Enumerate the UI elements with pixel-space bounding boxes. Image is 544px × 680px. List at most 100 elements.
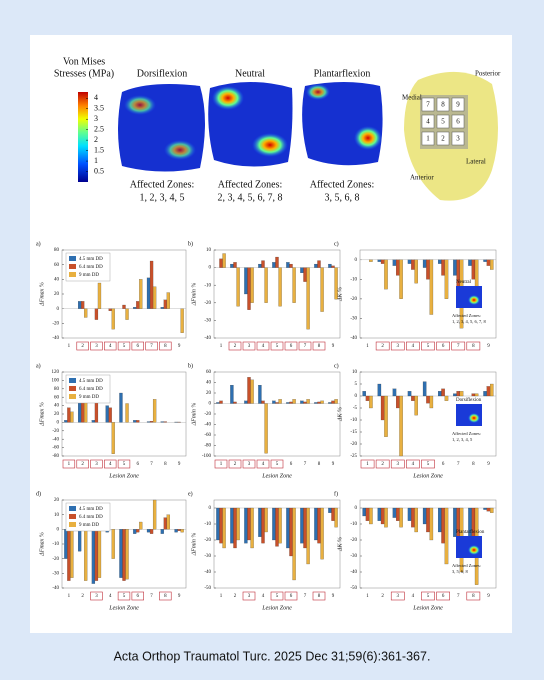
- bar: [422, 507, 427, 525]
- colorbar-tick-label: 0.5: [94, 166, 104, 175]
- view-title: Plantarflexion: [314, 68, 371, 79]
- zone-number: 6: [456, 118, 460, 126]
- x-tick-label: 6: [442, 344, 445, 349]
- zone-highlight: [360, 459, 375, 469]
- bar: [306, 399, 310, 404]
- bar: [216, 402, 220, 404]
- x-tick-label: 1: [220, 344, 223, 349]
- zone-number: 1: [426, 135, 430, 143]
- bar: [490, 259, 494, 270]
- y-tick-label: 20: [54, 292, 60, 297]
- bar: [438, 507, 442, 533]
- bar: [328, 402, 332, 404]
- y-axis-label: ΔFmax %: [39, 532, 45, 557]
- y-tick-label: -10: [52, 542, 59, 547]
- bar: [317, 401, 321, 404]
- x-tick-label: 8: [164, 594, 167, 599]
- zone-highlight: [145, 341, 158, 351]
- x-tick-label: 2: [381, 594, 384, 599]
- bar: [453, 393, 457, 397]
- zone-highlight: [436, 341, 450, 351]
- inset-title: Dorsiflexion: [456, 398, 482, 403]
- x-tick-label: 5: [427, 462, 430, 467]
- zone-highlight: [284, 341, 298, 351]
- zone-highlight: [242, 591, 256, 601]
- x-tick-label: 8: [472, 594, 475, 599]
- zone-number: 4: [426, 118, 430, 126]
- x-tick-label: 9: [487, 594, 490, 599]
- bar: [247, 377, 251, 404]
- bar: [486, 259, 491, 266]
- x-tick-label: 6: [442, 462, 445, 467]
- x-tick-label: 8: [472, 462, 475, 467]
- bar: [392, 507, 397, 518]
- bar: [275, 256, 279, 268]
- x-tick-label: 7: [304, 462, 307, 467]
- bar: [111, 308, 115, 330]
- x-axis-label: Lesion Zone: [108, 473, 139, 479]
- zone-number: 8: [441, 101, 445, 109]
- zone-highlight: [228, 341, 242, 351]
- zone-highlight: [451, 341, 466, 351]
- zone-cell: [436, 114, 450, 129]
- x-tick-label: 7: [150, 344, 153, 349]
- colorbar-tick-label: 2: [94, 135, 98, 144]
- x-tick-label: 2: [381, 462, 384, 467]
- bar: [81, 301, 85, 309]
- zone-highlight: [312, 591, 326, 601]
- zone-highlight: [76, 459, 89, 469]
- bar: [64, 420, 68, 423]
- foot-label: Medial: [402, 94, 422, 102]
- bar: [490, 507, 494, 513]
- bar: [146, 421, 151, 423]
- legend-label: 6.4 mm DD: [79, 265, 103, 270]
- bar: [422, 259, 427, 268]
- zone-cell: [436, 131, 450, 146]
- bar: [411, 395, 415, 401]
- y-tick-label: -40: [204, 570, 211, 575]
- zone-highlight: [390, 341, 405, 351]
- bar: [399, 507, 403, 528]
- bar: [91, 420, 96, 423]
- bar: [369, 507, 373, 525]
- panel-label: b): [188, 362, 193, 369]
- bar: [166, 514, 170, 530]
- bar: [414, 395, 418, 416]
- zone-number: 3: [456, 135, 460, 143]
- zone-highlight: [270, 459, 284, 469]
- bar: [411, 507, 415, 528]
- x-tick-label: 8: [318, 462, 321, 467]
- y-tick-label: 10: [206, 248, 212, 253]
- panel-label: a): [36, 240, 41, 247]
- bar: [426, 395, 430, 404]
- bar: [152, 286, 157, 309]
- bar: [441, 388, 445, 397]
- y-tick-label: -60: [52, 446, 59, 451]
- zone-highlight: [90, 591, 103, 601]
- foot-label: Anterior: [410, 174, 434, 182]
- bar: [459, 391, 464, 397]
- y-tick-label: -60: [204, 433, 211, 438]
- zones-list: 2, 3, 4, 5, 6, 7, 8: [218, 192, 283, 203]
- bar: [365, 507, 370, 521]
- y-tick-label: 20: [54, 412, 60, 417]
- bar: [314, 507, 318, 541]
- bar: [328, 263, 332, 268]
- y-tick-label: -20: [52, 321, 59, 326]
- bar: [261, 400, 265, 404]
- y-tick-label: 40: [54, 404, 60, 409]
- bar: [244, 267, 248, 295]
- bar: [471, 259, 476, 280]
- bar: [483, 391, 487, 397]
- foot-label: Posterior: [475, 70, 501, 78]
- colorbar-tick-label: 1.5: [94, 145, 104, 154]
- bar: [149, 421, 154, 423]
- y-tick-label: -10: [350, 522, 357, 527]
- bar: [286, 402, 290, 404]
- bar: [236, 507, 240, 541]
- zone-highlight: [284, 591, 298, 601]
- x-tick-label: 1: [366, 594, 369, 599]
- x-tick-label: 3: [248, 594, 251, 599]
- y-axis-label: ΔK %: [337, 287, 343, 302]
- y-tick-label: 10: [54, 513, 60, 518]
